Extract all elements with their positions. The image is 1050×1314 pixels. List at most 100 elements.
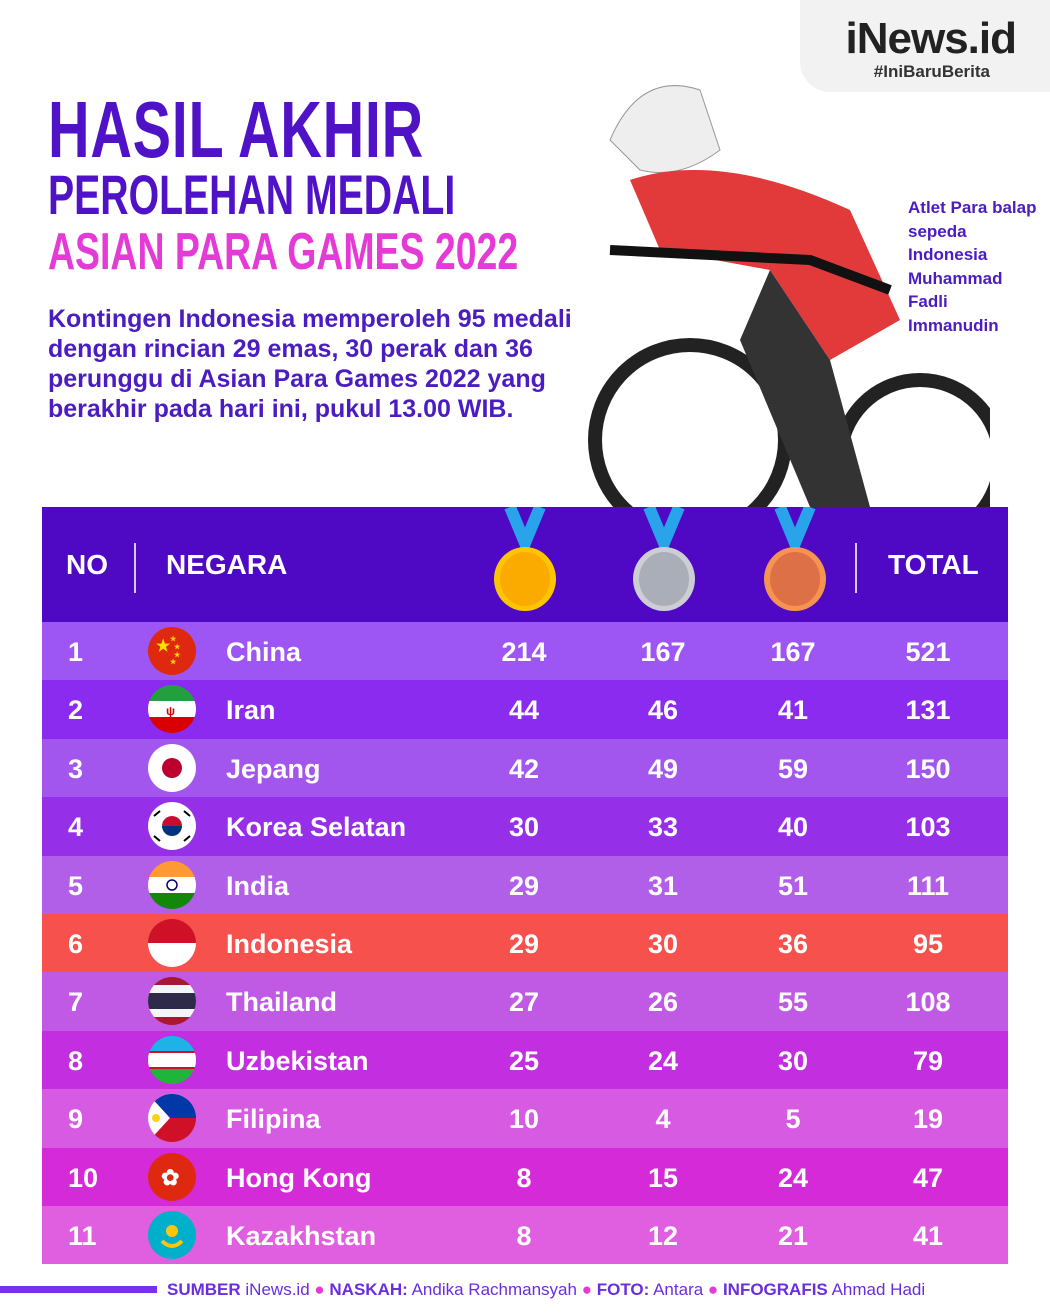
table-row: 2 ψ Iran 44 46 41 131 (42, 680, 1008, 739)
bullet-icon: ● (581, 1280, 592, 1299)
table-row: 5 India 29 31 51 111 (42, 855, 1008, 914)
bronze-count: 21 (777, 1220, 809, 1251)
logo-brand: iNews.id (845, 14, 1017, 63)
country-name: Hong Kong (226, 1162, 372, 1193)
title-line-1: HASIL AKHIR (48, 85, 424, 174)
total-count: 131 (905, 695, 951, 726)
rank: 10 (68, 1162, 99, 1193)
total-count: 150 (905, 753, 951, 784)
rank: 11 (68, 1220, 97, 1251)
table-row: 10 ✿ Hong Kong 8 15 24 47 (42, 1147, 1008, 1206)
total-count: 111 (906, 870, 950, 901)
indonesia-flag-icon (148, 918, 196, 967)
table-row: 3 Jepang 42 49 59 150 (42, 738, 1008, 798)
rank: 3 (68, 753, 84, 784)
kazakhstan-flag-icon (148, 1210, 196, 1259)
source-label: SUMBER (167, 1280, 241, 1299)
total-count: 41 (912, 1220, 944, 1251)
country-name: Indonesia (226, 928, 353, 959)
silver-medal-icon (633, 507, 695, 611)
silver-count: 30 (647, 928, 679, 959)
hong-kong-flag-icon: ✿ (148, 1152, 196, 1201)
table-row: 1 ★ ★ ★ ★ ★ China 214 167 167 521 (42, 622, 1008, 681)
total-count: 19 (912, 1104, 944, 1135)
rank: 1 (68, 637, 84, 667)
total-count: 108 (905, 987, 951, 1018)
silver-count: 49 (647, 753, 679, 784)
table-header: NO NEGARA TOTAL (42, 507, 1008, 622)
source: iNews.id (245, 1280, 310, 1299)
photo-credit: Antara (653, 1280, 704, 1299)
gold-count: 27 (508, 987, 540, 1018)
china-flag-icon: ★ ★★★★ (148, 627, 196, 675)
bronze-count: 55 (777, 987, 809, 1018)
total-count: 47 (912, 1162, 944, 1193)
bronze-count: 167 (770, 637, 816, 667)
country-name: Jepang (226, 753, 321, 784)
silver-count: 4 (655, 1104, 671, 1135)
country-name: Iran (226, 695, 276, 726)
table-row: 11 Kazakhstan 8 12 21 41 (42, 1205, 1008, 1265)
table-row: 9 Filipina 10 4 5 19 (42, 1089, 1008, 1148)
silver-count: 167 (640, 637, 686, 667)
bronze-medal-icon (764, 507, 826, 611)
country-name: China (226, 637, 302, 667)
total-count: 79 (912, 1045, 944, 1076)
script-author: Andika Rachmansyah (411, 1280, 577, 1299)
country-name: Filipina (226, 1104, 321, 1135)
rank: 5 (68, 870, 84, 901)
bullet-icon: ● (314, 1280, 325, 1299)
silver-count: 24 (647, 1045, 679, 1076)
silver-count: 26 (647, 987, 679, 1018)
gold-medal-icon (494, 507, 556, 611)
bronze-count: 24 (777, 1162, 809, 1193)
bronze-count: 40 (777, 812, 809, 843)
medal-table: NO NEGARA TOTAL 1 ★ ★ ★ ★ ★ China 214 167 167 521 2… (42, 507, 1008, 1265)
bronze-count: 51 (777, 870, 809, 901)
svg-text:★: ★ (174, 651, 181, 659)
total-count: 103 (905, 812, 951, 843)
gold-count: 42 (508, 753, 540, 784)
country-name: India (226, 870, 290, 901)
total-count: 521 (905, 637, 951, 667)
country-name: Kazakhstan (226, 1220, 377, 1251)
graphic-label: INFOGRAFIS (722, 1280, 828, 1299)
svg-text:✿: ✿ (161, 1165, 179, 1190)
photo-label: FOTO: (596, 1280, 650, 1299)
rank: 9 (68, 1104, 84, 1135)
description: Kontingen Indonesia memperoleh 95 medali… (48, 305, 572, 423)
country-name: Uzbekistan (226, 1045, 369, 1076)
footer-bar (0, 1286, 157, 1293)
script-label: NASKAH: (329, 1280, 408, 1299)
rank: 4 (68, 812, 84, 843)
bronze-count: 59 (777, 753, 809, 784)
table-body: 1 ★ ★ ★ ★ ★ China 214 167 167 521 2 ψ Iran 44 46 41 131 3 J… (42, 622, 1008, 1265)
rank: 8 (68, 1045, 84, 1076)
header-country: NEGARA (166, 549, 288, 580)
credits-footer: SUMBER iNews.id ● NASKAH: Andika Rachman… (0, 1280, 1050, 1300)
photo-caption: Atlet Para balap sepeda Indonesia Muhamm… (908, 198, 1037, 335)
rank: 6 (68, 928, 84, 959)
bronze-count: 5 (785, 1104, 801, 1135)
gold-count: 30 (508, 812, 540, 843)
divider (134, 543, 136, 593)
title-line-2: PEROLEHAN MEDALI (48, 163, 456, 226)
rank: 7 (68, 987, 84, 1018)
uzbekistan-flag-icon (148, 1035, 196, 1084)
total-count: 95 (912, 928, 944, 959)
south-korea-flag-icon (148, 802, 196, 851)
gold-count: 44 (508, 695, 540, 726)
divider (855, 543, 857, 593)
gold-count: 10 (508, 1104, 540, 1135)
bronze-count: 30 (777, 1045, 809, 1076)
india-flag-icon (148, 860, 196, 909)
cyclist-photo (588, 85, 990, 507)
table-row: 8 Uzbekistan 25 24 30 79 (42, 1030, 1008, 1090)
svg-text:★: ★ (156, 638, 171, 655)
bronze-count: 36 (777, 928, 809, 959)
silver-count: 31 (647, 870, 679, 901)
table-row: 4 Korea Selatan 30 33 40 103 (42, 797, 1008, 856)
thailand-flag-icon (148, 977, 196, 1026)
logo-tagline: #IniBaruBerita (873, 62, 990, 81)
table-row: 6 Indonesia 29 30 36 95 (42, 913, 1008, 973)
